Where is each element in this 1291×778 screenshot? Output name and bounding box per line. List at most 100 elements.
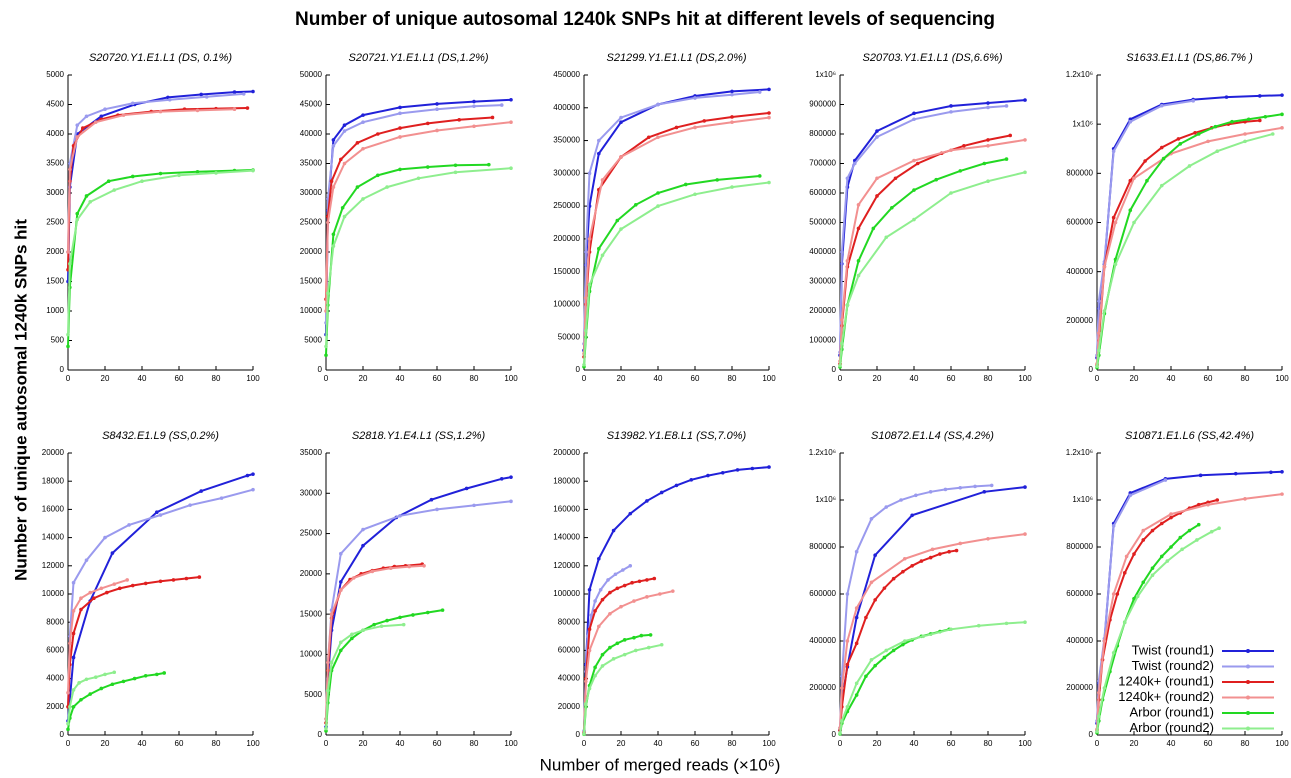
x-tick-label: 20 [359,374,368,383]
data-point [584,296,588,300]
data-point [398,514,402,518]
data-point [976,623,981,628]
data-point [912,188,916,192]
data-point [1243,497,1247,501]
data-point [587,171,592,176]
data-point [99,586,104,591]
data-point [1111,524,1116,528]
data-point [730,185,734,189]
data-point [919,559,924,563]
data-point [79,697,83,702]
data-point [1178,142,1183,146]
data-point [840,250,844,254]
y-tick-label: 30000 [300,188,323,197]
data-point [350,632,354,637]
data-point [331,138,336,142]
data-point [429,497,434,502]
data-point [1150,566,1155,570]
data-point [871,226,876,231]
data-point [856,259,861,263]
data-point [1004,157,1009,161]
y-tick-label: 180000 [553,476,580,485]
data-point [611,528,616,533]
data-point [398,105,402,110]
y-tick-label: 50000 [300,70,323,79]
data-point [1233,471,1238,476]
y-tick-label: 45000 [300,100,323,109]
y-tick-label: 1500 [46,277,64,286]
panel-title: S20720.Y1.E1.L1 (DS, 0.1%) [89,52,232,64]
y-tick-label: 100000 [553,589,580,598]
data-point [689,477,694,482]
data-point [1187,528,1192,533]
data-point [1196,132,1201,136]
data-point [584,250,588,254]
data-point [1270,132,1275,136]
legend-label: 1240k+ (round2) [1118,689,1214,704]
data-point [1161,156,1166,161]
data-point [1128,493,1133,498]
data-point [646,645,651,650]
data-point [949,191,953,195]
data-point [899,498,903,502]
data-point [619,115,623,120]
x-tick-label: 100 [504,739,518,748]
data-point [1169,545,1173,549]
data-point [103,107,107,112]
y-tick-label: 20000 [300,569,323,578]
data-point [1097,714,1101,718]
data-point [893,176,898,181]
data-point [1128,119,1133,124]
data-point [155,672,159,677]
series-line [1096,499,1218,731]
series-line [1096,133,1274,367]
data-point [584,328,588,333]
panel-title: S21299.Y1.E1.L1 (DS,2.0%) [606,52,746,64]
y-tick-label: 200000 [809,306,836,315]
y-tick-label: 10000 [42,589,65,598]
data-point [132,676,137,681]
data-point [1023,98,1027,102]
data-point [195,108,200,113]
data-point [921,634,926,639]
data-point [600,253,605,258]
data-point [440,608,445,612]
data-point [1111,149,1116,154]
y-tick-label: 1.2x10⁶ [1066,70,1093,79]
series-line [583,590,674,733]
data-point [914,493,918,498]
data-point [1008,133,1012,138]
data-point [845,662,850,667]
data-point [1163,478,1168,482]
data-point [457,118,462,122]
data-point [130,583,135,588]
x-tick-label: 60 [1204,739,1213,748]
series-line [67,671,115,724]
x-tick-label: 60 [433,374,442,383]
y-tick-label: 0 [832,365,837,374]
data-point [989,483,994,488]
data-point [854,641,859,646]
data-point [127,523,131,527]
data-point [840,341,844,346]
data-point [1230,119,1234,124]
data-point [1263,114,1268,119]
y-tick-label: 4500 [46,100,64,109]
x-tick-label: 40 [654,374,663,383]
data-point [339,551,343,556]
data-point [464,486,469,491]
data-point [613,572,618,577]
data-point [1196,502,1201,507]
y-tick-label: 2500 [46,218,64,227]
data-point [693,96,697,100]
data-point [1280,112,1284,117]
series-line [839,533,1026,729]
y-tick-label: 35000 [300,159,323,168]
data-point [370,569,375,574]
x-tick-label: 80 [984,739,993,748]
x-tick-label: 20 [359,739,368,748]
data-point [854,615,859,620]
y-tick-label: 1x10⁶ [815,70,836,79]
x-tick-label: 20 [617,374,626,383]
data-point [1258,94,1262,98]
